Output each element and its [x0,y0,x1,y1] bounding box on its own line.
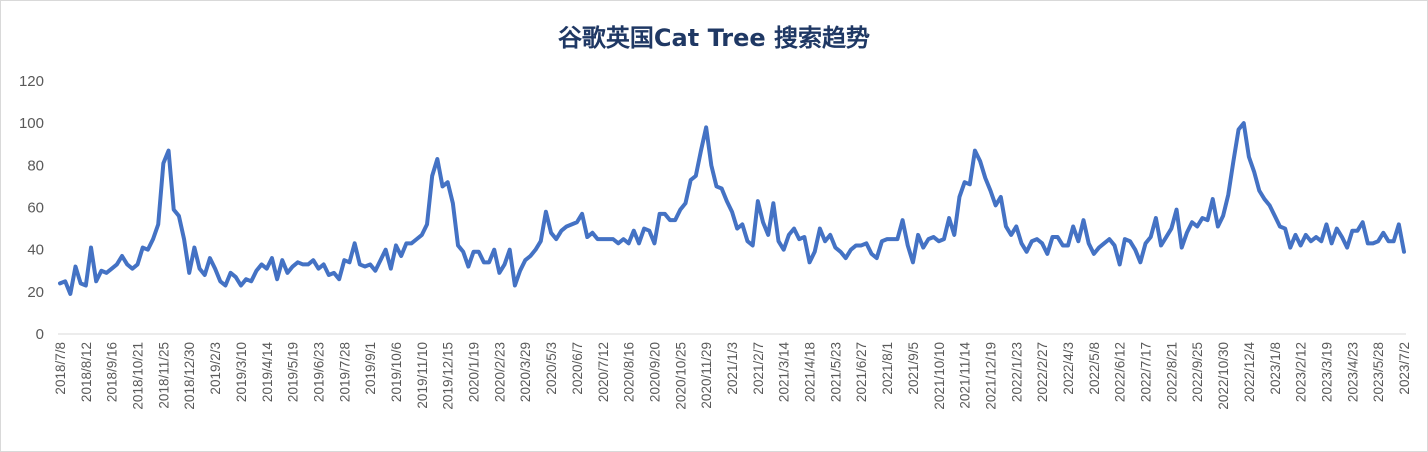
x-tick-label: 2022/6/12 [1113,342,1128,402]
x-tick-label: 2023/4/23 [1345,342,1360,402]
y-tick-label: 0 [36,326,44,343]
x-tick-label: 2018/9/16 [105,342,120,402]
x-tick-label: 2022/12/4 [1242,342,1257,403]
x-tick-label: 2023/1/8 [1268,342,1283,395]
x-tick-label: 2023/3/19 [1319,342,1334,402]
x-tick-label: 2019/11/10 [415,342,430,409]
x-tick-label: 2021/3/14 [777,342,792,403]
x-tick-label: 2020/11/29 [699,342,714,409]
x-tick-label: 2018/11/25 [156,342,171,409]
x-tick-label: 2022/9/25 [1190,342,1205,402]
x-tick-label: 2020/6/7 [570,342,585,395]
y-tick-label: 120 [19,73,44,90]
y-tick-label: 80 [27,157,44,174]
x-tick-label: 2021/11/14 [958,342,973,409]
x-tick-label: 2022/5/8 [1087,342,1102,395]
x-tick-label: 2022/8/21 [1164,342,1179,402]
y-axis-ticks: 0 20 40 60 80 100 120 [19,73,44,343]
x-tick-label: 2020/3/29 [518,342,533,402]
x-tick-label: 2022/2/27 [1035,342,1050,402]
x-tick-label: 2020/7/12 [596,342,611,402]
x-tick-label: 2018/7/8 [53,342,68,395]
y-tick-label: 60 [27,200,44,217]
x-tick-label: 2023/5/28 [1371,342,1386,402]
x-tick-label: 2020/10/25 [673,342,688,410]
x-tick-label: 2021/5/23 [828,342,843,402]
x-tick-label: 2019/4/14 [260,342,275,403]
x-tick-label: 2022/7/17 [1139,342,1154,402]
y-tick-label: 20 [27,284,44,301]
x-tick-label: 2021/6/27 [854,342,869,402]
x-tick-label: 2020/5/3 [544,342,559,395]
x-tick-label: 2022/4/3 [1061,342,1076,395]
x-tick-label: 2023/7/2 [1397,342,1412,395]
x-tick-label: 2021/12/19 [983,342,998,410]
x-tick-label: 2018/12/30 [182,342,197,410]
x-tick-label: 2019/3/10 [234,342,249,402]
x-tick-label: 2021/8/1 [880,342,895,395]
chart-title: 谷歌英国Cat Tree 搜索趋势 [557,24,871,52]
x-tick-label: 2023/2/12 [1294,342,1309,402]
x-tick-label: 2022/10/30 [1216,342,1231,410]
x-tick-label: 2019/2/3 [208,342,223,395]
x-tick-label: 2019/12/15 [441,342,456,410]
x-tick-label: 2019/7/28 [337,342,352,402]
x-tick-label: 2021/10/10 [932,342,947,410]
x-tick-label: 2019/5/19 [286,342,301,402]
x-axis-ticks: 2018/7/8 2018/8/12 2018/9/16 2018/10/21 2018… [53,342,1412,410]
x-tick-label: 2019/10/6 [389,342,404,402]
x-tick-label: 2018/10/21 [131,342,146,410]
x-tick-label: 2021/2/7 [751,342,766,395]
x-tick-label: 2019/6/23 [311,342,326,402]
x-tick-label: 2020/9/20 [647,342,662,402]
x-tick-label: 2018/8/12 [79,342,94,402]
series-line [58,121,1406,296]
x-tick-label: 2020/2/23 [492,342,507,402]
y-tick-label: 100 [19,115,44,132]
x-tick-label: 2019/9/1 [363,342,378,395]
x-tick-label: 2021/4/18 [803,342,818,402]
x-tick-label: 2020/8/16 [622,342,637,402]
x-tick-label: 2020/1/19 [467,342,482,402]
y-tick-label: 40 [27,242,44,259]
x-tick-label: 2021/1/3 [725,342,740,395]
x-tick-label: 2022/1/23 [1009,342,1024,402]
x-tick-label: 2021/9/5 [906,342,921,395]
